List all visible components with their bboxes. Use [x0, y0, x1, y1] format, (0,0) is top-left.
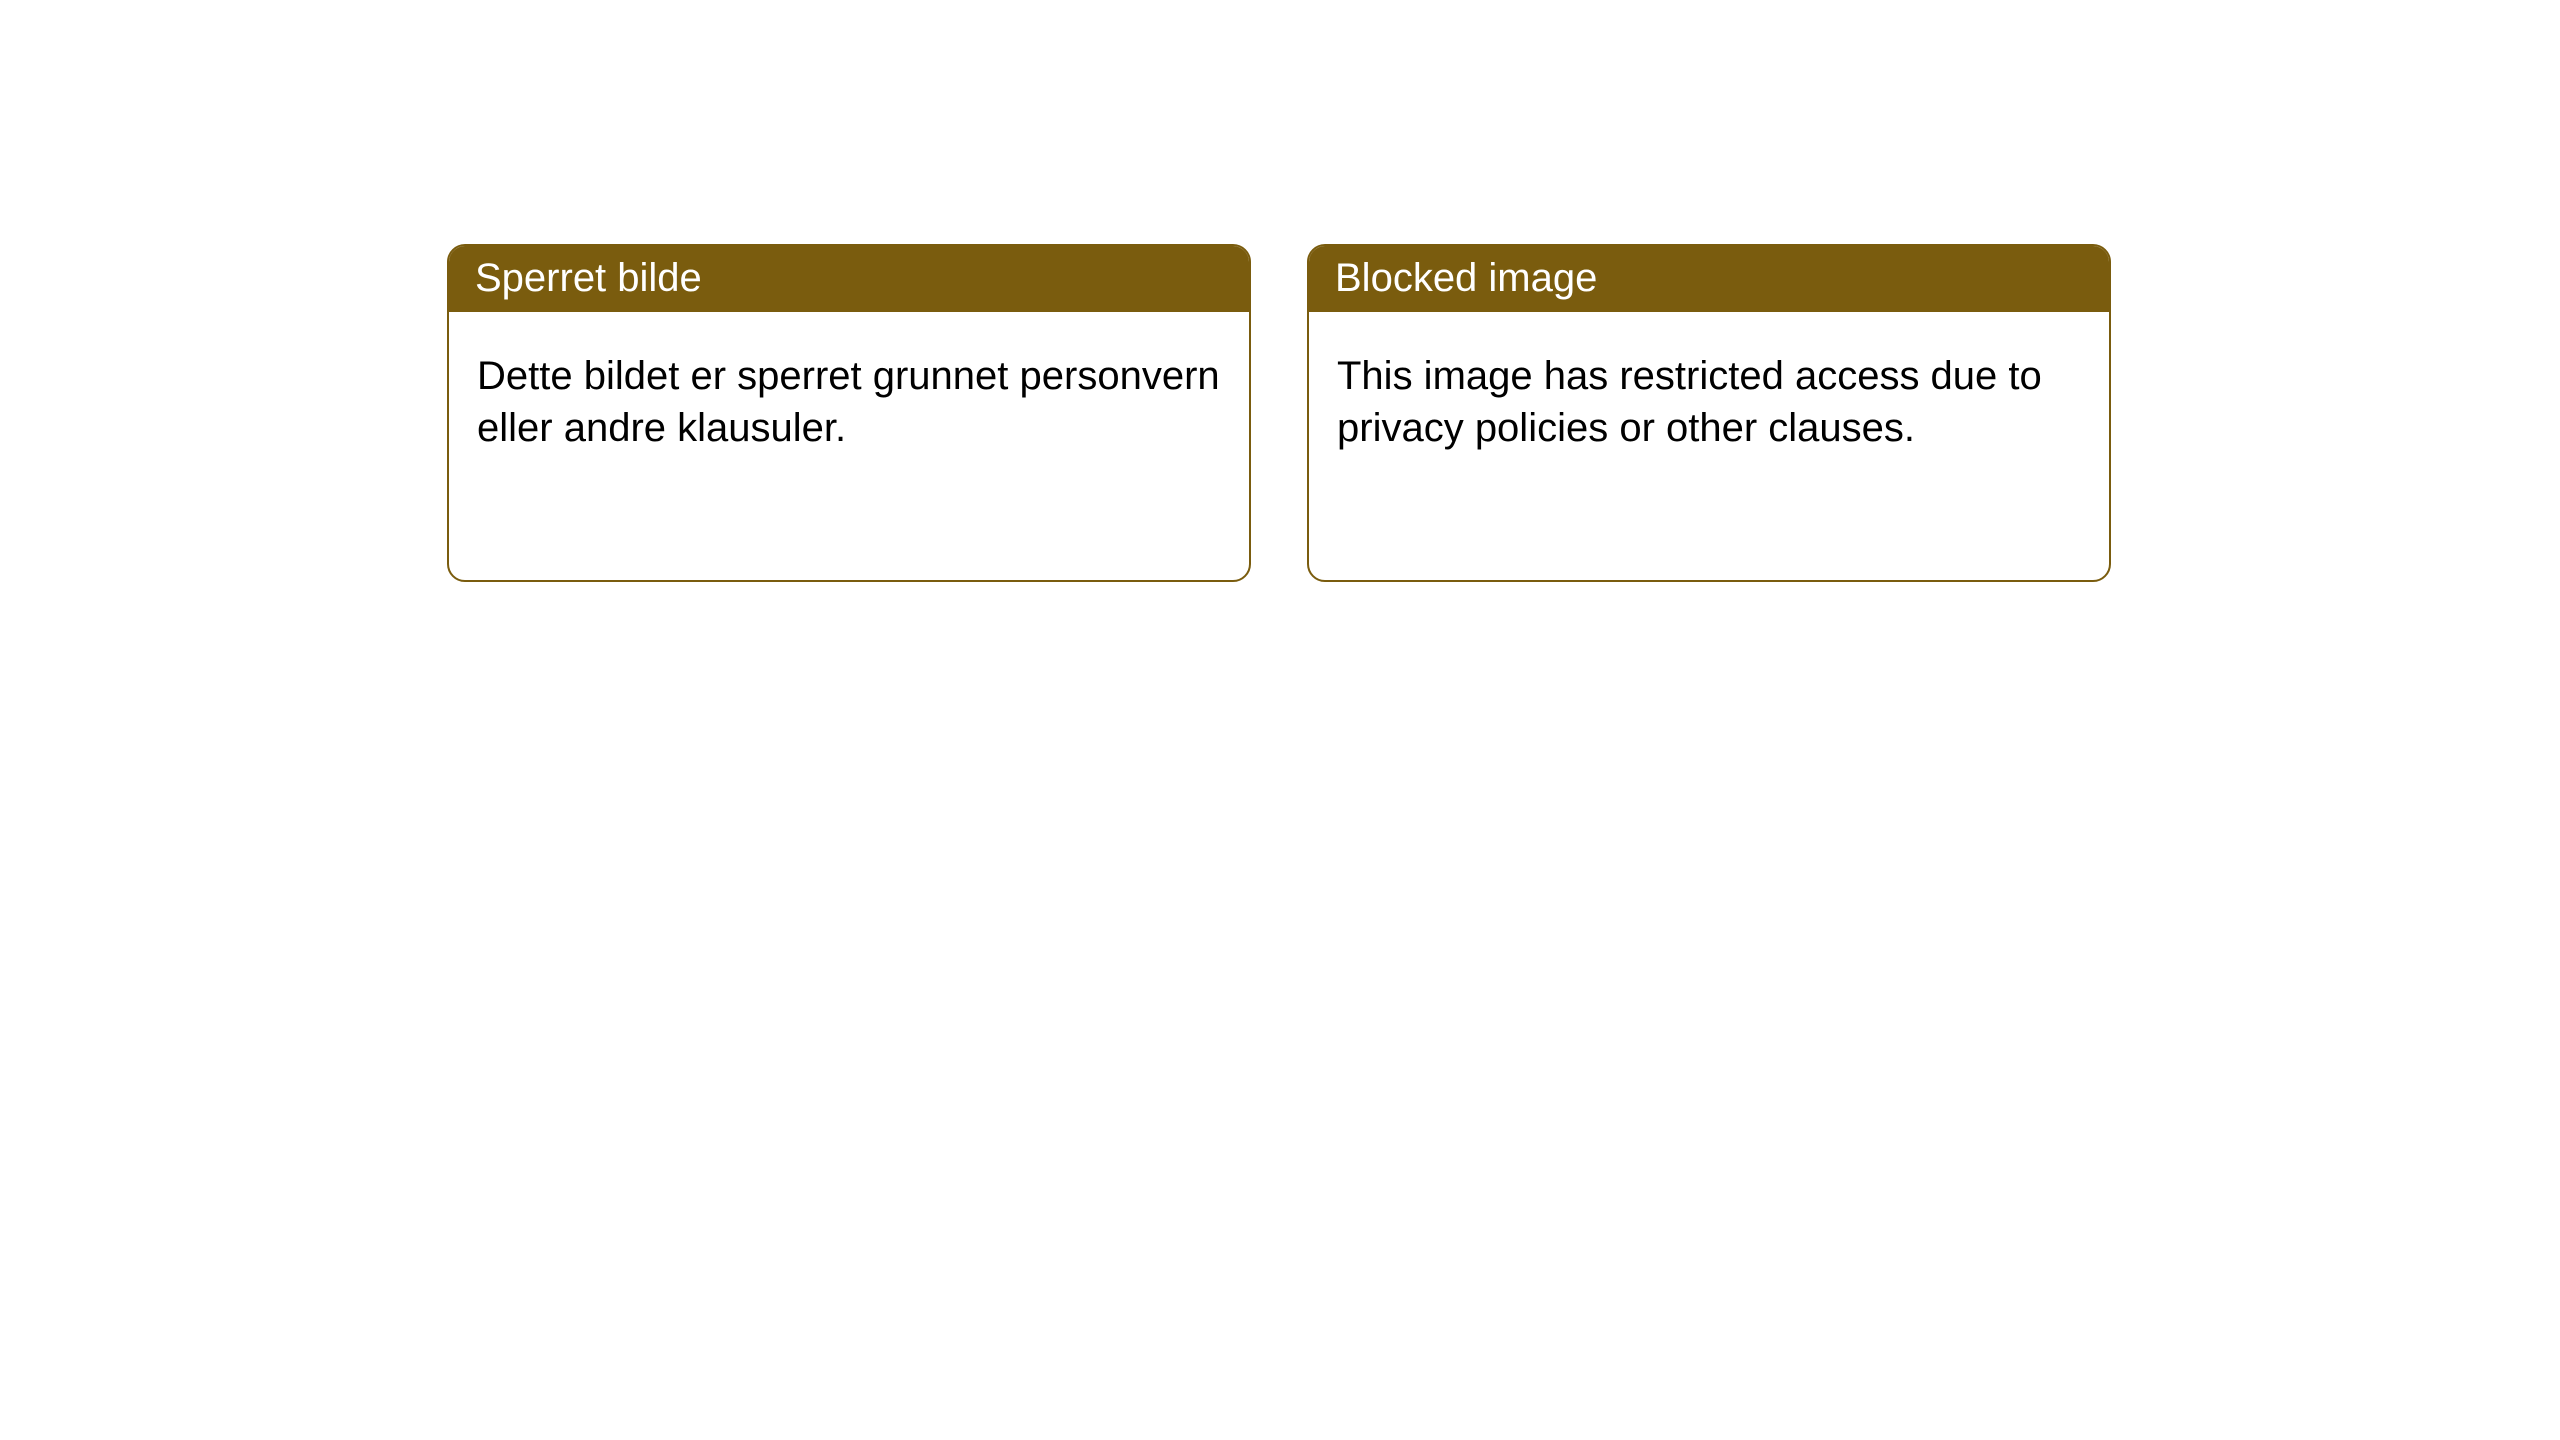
- card-body-text: Dette bildet er sperret grunnet personve…: [449, 312, 1249, 492]
- blocked-image-card-en: Blocked image This image has restricted …: [1307, 244, 2111, 582]
- card-header: Blocked image: [1309, 246, 2109, 312]
- card-body-text: This image has restricted access due to …: [1309, 312, 2109, 492]
- notice-container: Sperret bilde Dette bildet er sperret gr…: [0, 0, 2560, 582]
- card-header: Sperret bilde: [449, 246, 1249, 312]
- blocked-image-card-no: Sperret bilde Dette bildet er sperret gr…: [447, 244, 1251, 582]
